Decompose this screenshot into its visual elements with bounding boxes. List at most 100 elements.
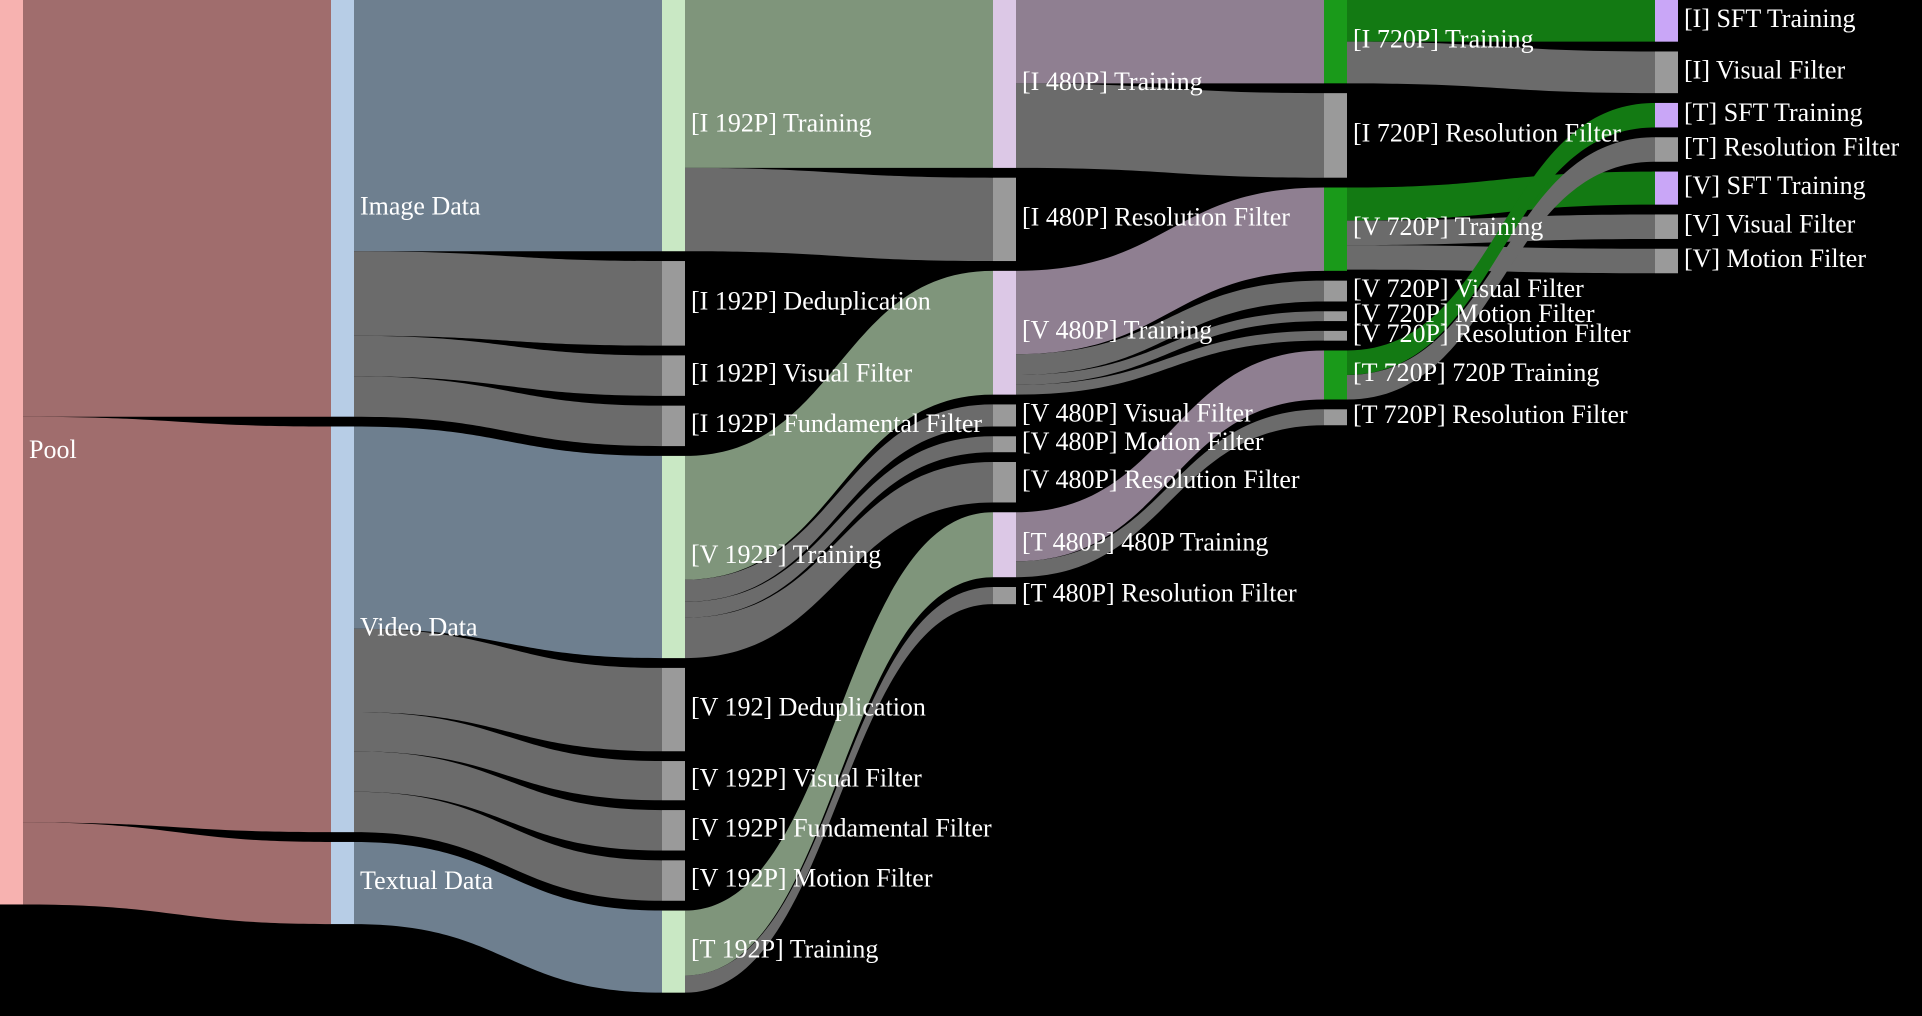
- link: [685, 167, 993, 262]
- node: [1324, 280, 1347, 302]
- link: [354, 712, 662, 801]
- link: [685, 512, 993, 976]
- node-label: [T] Resolution Filter: [1684, 132, 1900, 161]
- node: [993, 462, 1016, 503]
- node: [331, 0, 354, 417]
- link: [1016, 409, 1324, 578]
- node: [993, 436, 1016, 453]
- node: [331, 841, 354, 925]
- labels: Pool Image Data Video Data Textual Data [I 1…: [29, 4, 1900, 964]
- link: [1347, 41, 1655, 94]
- node: [1655, 51, 1678, 94]
- link: [1016, 187, 1324, 355]
- node: [1655, 137, 1678, 162]
- node-label: [I] Visual Filter: [1684, 55, 1845, 84]
- node-label: [T 720P] 720P Training: [1353, 358, 1599, 387]
- node: [1324, 0, 1347, 84]
- link: [1347, 102, 1655, 375]
- node: [1324, 409, 1347, 426]
- node: [993, 270, 1016, 395]
- link: [354, 628, 662, 752]
- node: [993, 0, 1016, 168]
- node-label: [V] Motion Filter: [1684, 244, 1866, 273]
- node-label: [V 720P] Visual Filter: [1353, 274, 1584, 303]
- link: [685, 436, 993, 618]
- link: [354, 335, 662, 396]
- link: [1016, 280, 1324, 376]
- node-label: [I 480P] Resolution Filter: [1022, 202, 1290, 231]
- link: [1016, 0, 1324, 84]
- node-label: [V 192P] Training: [691, 540, 881, 569]
- node: [993, 512, 1016, 578]
- node: [662, 860, 685, 901]
- node: [993, 404, 1016, 427]
- node-label: [V 480P] Visual Filter: [1022, 398, 1253, 427]
- node: [1655, 171, 1678, 205]
- node: [662, 910, 685, 993]
- link: [354, 251, 662, 346]
- node-label: Pool: [29, 435, 77, 464]
- node-label: Video Data: [360, 612, 478, 641]
- node-label: [I 720P] Training: [1353, 25, 1534, 54]
- node-label: Image Data: [360, 191, 481, 220]
- node-label: [V 192P] Fundamental Filter: [691, 813, 992, 842]
- node-label: [V 720P] Resolution Filter: [1353, 319, 1631, 348]
- nodes: [0, 0, 1678, 993]
- link: [354, 791, 662, 901]
- node-label: [I 720P] Resolution Filter: [1353, 118, 1621, 147]
- link: [23, 0, 331, 417]
- link: [685, 404, 993, 602]
- link: [354, 376, 662, 447]
- node-label: [I 192P] Fundamental Filter: [691, 409, 982, 438]
- node: [1324, 311, 1347, 322]
- node-label: [V 720P] Motion Filter: [1353, 299, 1595, 328]
- link: [1016, 83, 1324, 178]
- link: [1016, 330, 1324, 395]
- node: [662, 810, 685, 851]
- link: [1016, 311, 1324, 385]
- link: [354, 751, 662, 851]
- node-label: [I 192P] Training: [691, 109, 872, 138]
- node: [993, 587, 1016, 605]
- node: [662, 455, 685, 659]
- node-label: [V 480P] Training: [1022, 316, 1212, 345]
- node: [1655, 248, 1678, 274]
- node: [1655, 0, 1678, 42]
- node-label: [I 480P] Training: [1022, 67, 1203, 96]
- node-label: [V 192] Deduplication: [691, 693, 926, 722]
- node-label: [V 480P] Motion Filter: [1022, 427, 1264, 456]
- node: [1324, 93, 1347, 178]
- node-label: [V] Visual Filter: [1684, 210, 1856, 239]
- node-label: [V 720P] Training: [1353, 212, 1543, 241]
- node: [1324, 187, 1347, 271]
- node: [662, 355, 685, 396]
- link: [354, 0, 662, 252]
- node: [662, 405, 685, 447]
- node-label: [V 192P] Visual Filter: [691, 764, 922, 793]
- node: [1655, 102, 1678, 128]
- link: [685, 462, 993, 659]
- node-label: [T 192P] Training: [691, 935, 878, 964]
- node-label: [T 720P] Resolution Filter: [1353, 400, 1628, 429]
- node: [993, 177, 1016, 262]
- node-label: [T] SFT Training: [1684, 98, 1863, 127]
- node: [662, 761, 685, 801]
- link: [1347, 137, 1655, 400]
- links: [23, 0, 1655, 993]
- link: [354, 841, 662, 993]
- node-label: [I 192P] Visual Filter: [691, 359, 912, 388]
- link: [1347, 0, 1655, 42]
- link: [354, 426, 662, 659]
- node: [1324, 350, 1347, 400]
- node: [1655, 214, 1678, 239]
- node-label: [V 192P] Motion Filter: [691, 864, 933, 893]
- node-label: [I 192P] Deduplication: [691, 286, 931, 315]
- link: [23, 416, 331, 833]
- link: [685, 587, 993, 993]
- link: [685, 270, 993, 580]
- node: [662, 261, 685, 346]
- node-label: Textual Data: [360, 866, 494, 895]
- node-label: [I] SFT Training: [1684, 4, 1855, 33]
- node: [331, 426, 354, 833]
